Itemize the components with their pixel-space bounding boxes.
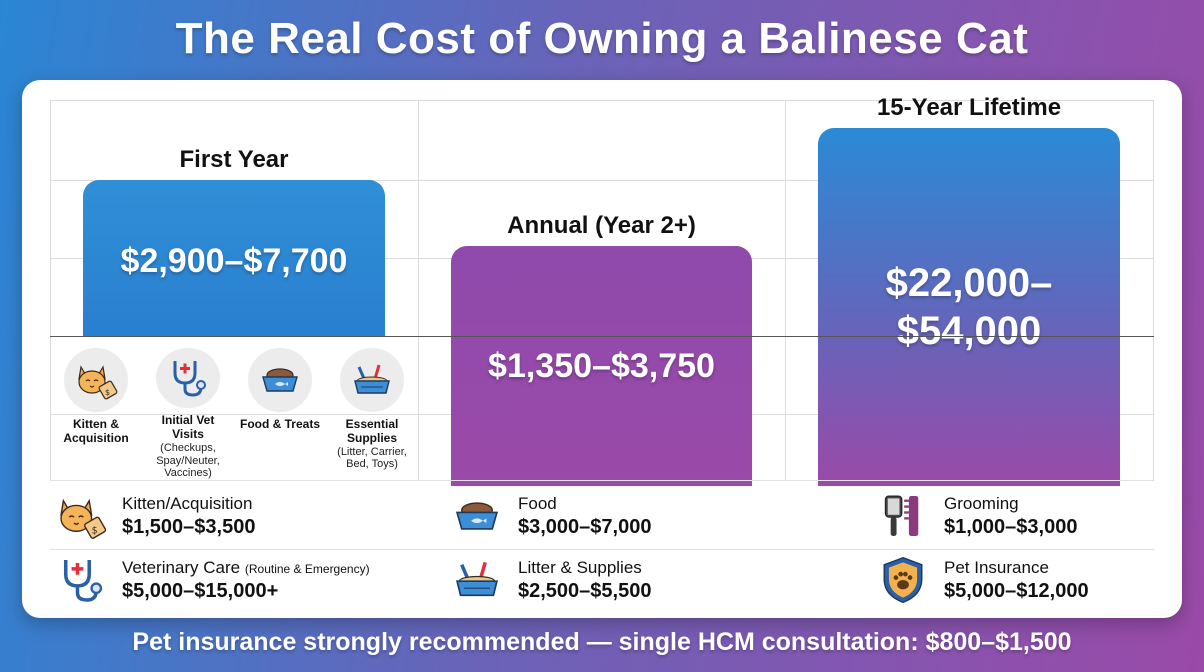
breakdown-label: Initial Vet Visits xyxy=(161,413,215,442)
cost-label-note: (Routine & Emergency) xyxy=(244,561,370,576)
cost-item-grooming: Grooming $1,000–$3,000 xyxy=(876,484,1077,548)
lifetime-value-line2: $54,000 xyxy=(896,309,1042,353)
grid-line xyxy=(1153,100,1154,480)
cost-value: $5,000–$12,000 xyxy=(944,579,1089,602)
food-bowl-icon xyxy=(450,489,504,543)
grid-line xyxy=(50,100,1154,101)
litter-box-icon xyxy=(340,348,404,412)
grid-line xyxy=(50,180,1154,181)
cat-with-price-tag-icon: $ xyxy=(54,489,108,543)
grid-line xyxy=(418,100,419,480)
row-divider xyxy=(50,480,1154,481)
cost-value: $5,000–$15,000+ xyxy=(122,579,279,602)
breakdown-item: $ Kitten & Acquisition xyxy=(53,338,139,480)
cat-with-price-tag-icon: $ xyxy=(64,348,128,412)
first-year-bar: $2,900–$7,700 xyxy=(83,180,385,336)
breakdown-label: Kitten & Acquisition xyxy=(63,417,129,445)
lifetime-heading: 15-Year Lifetime xyxy=(876,94,1062,121)
cost-value: $2,500–$5,500 xyxy=(518,579,652,602)
cost-label: Food xyxy=(518,493,557,513)
breakdown-item: Initial Vet Visits (Checkups, Spay/Neute… xyxy=(145,338,231,480)
grooming-brush-comb-icon xyxy=(876,489,930,543)
cost-row: $ Kitten/Acquisition $1,500–$3,500 Food … xyxy=(50,484,1154,548)
cost-item-insurance: Pet Insurance $5,000–$12,000 xyxy=(876,548,1089,612)
cost-value: $1,500–$3,500 xyxy=(122,515,256,538)
cost-row: Veterinary Care (Routine & Emergency) $5… xyxy=(50,548,1154,612)
breakdown-item: Food & Treats xyxy=(237,338,323,480)
cost-item-food: Food $3,000–$7,000 xyxy=(450,484,651,548)
first-year-heading: First Year xyxy=(179,146,289,173)
row-divider xyxy=(50,549,1154,550)
cost-value: $3,000–$7,000 xyxy=(518,515,652,538)
page-title: The Real Cost of Owning a Balinese Cat xyxy=(175,14,1029,63)
breakdown-label: Food & Treats xyxy=(239,417,320,431)
cost-label: Grooming xyxy=(944,493,1019,513)
grid-line xyxy=(785,100,786,480)
stethoscope-icon xyxy=(156,348,220,409)
annual-heading: Annual (Year 2+) xyxy=(507,212,696,239)
cost-label: Litter & Supplies xyxy=(518,557,642,577)
stethoscope-icon xyxy=(54,553,108,607)
cost-chart-card: First Year Annual (Year 2+) 15-Year Life… xyxy=(22,80,1182,618)
svg-text:$: $ xyxy=(92,526,98,537)
litter-box-icon xyxy=(450,553,504,607)
cost-label-text: Veterinary Care xyxy=(122,557,241,577)
cost-item-litter: Litter & Supplies $2,500–$5,500 xyxy=(450,548,651,612)
cost-item-vet: Veterinary Care (Routine & Emergency) $5… xyxy=(54,548,370,612)
chart-baseline xyxy=(50,336,1154,337)
first-year-value: $2,900–$7,700 xyxy=(120,242,348,280)
lifetime-bar: $22,000– $54,000 xyxy=(818,128,1120,486)
cost-label: Pet Insurance xyxy=(944,557,1049,577)
food-bowl-icon xyxy=(248,348,312,412)
cost-label: Veterinary Care (Routine & Emergency) xyxy=(122,558,370,578)
breakdown-item: Essential Supplies (Litter, Carrier, Bed… xyxy=(329,338,415,480)
breakdown-note: (Litter, Carrier, Bed, Toys) xyxy=(337,445,407,471)
cost-value: $1,000–$3,000 xyxy=(944,515,1078,538)
footer-note: Pet insurance strongly recommended — sin… xyxy=(132,628,1072,656)
annual-value: $1,350–$3,750 xyxy=(488,346,715,385)
cost-item-kitten: $ Kitten/Acquisition $1,500–$3,500 xyxy=(54,484,255,548)
cost-label: Kitten/Acquisition xyxy=(122,493,253,513)
first-year-breakdown: $ Kitten & Acquisition Initial Vet Visit… xyxy=(50,338,418,480)
breakdown-note: (Checkups, Spay/Neuter, Vaccines) xyxy=(156,442,220,480)
annual-bar: $1,350–$3,750 xyxy=(451,246,752,486)
breakdown-label: Essential Supplies xyxy=(345,417,399,445)
lifetime-value-line1: $22,000– xyxy=(885,261,1053,305)
shield-paw-icon xyxy=(876,553,930,607)
svg-text:$: $ xyxy=(105,388,110,397)
grid-line xyxy=(50,100,51,480)
